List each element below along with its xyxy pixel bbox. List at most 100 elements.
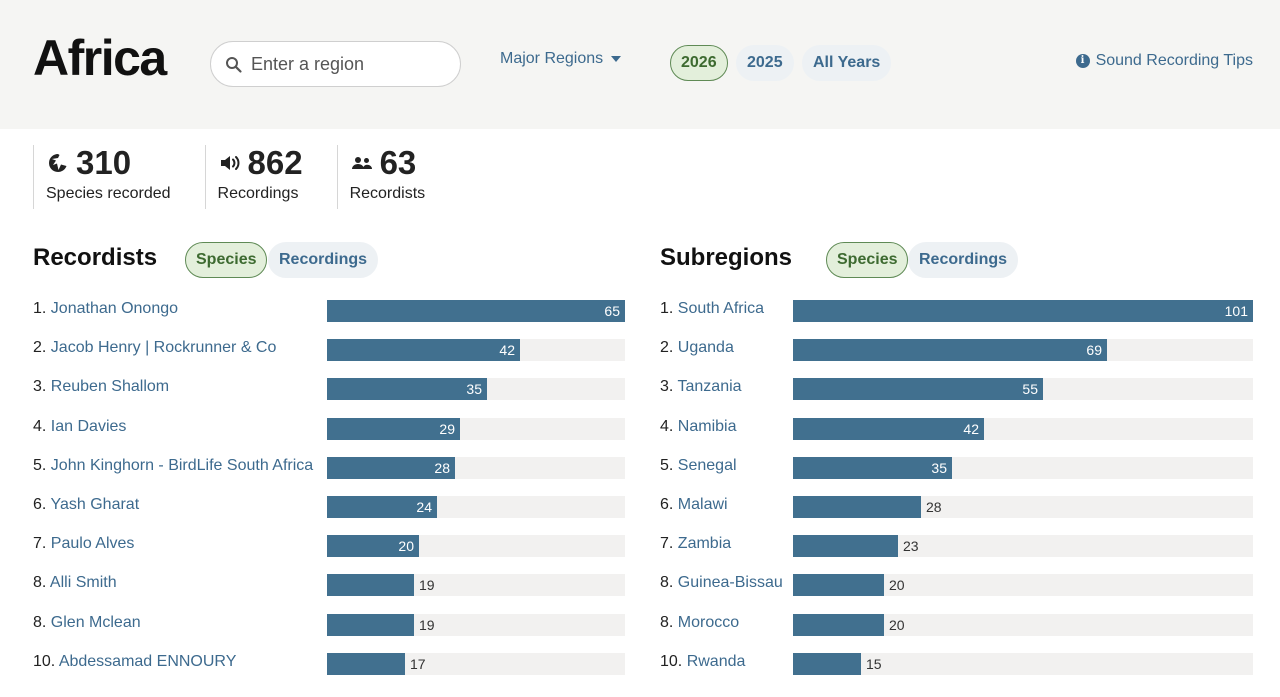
bar-value-label: 19 [419,616,435,633]
bar-value-label: 20 [889,616,905,633]
subregions-name-link[interactable]: Senegal [677,456,737,474]
year-filter-2026[interactable]: 2026 [670,45,728,81]
recordists-name-link[interactable]: Glen Mclean [50,613,141,631]
rank-number: 10. [33,652,59,670]
recordists-name-link[interactable]: Reuben Shallom [50,378,170,396]
subregions-row-label: 10. Rwanda [660,653,745,671]
bar-track: 24 [327,495,625,518]
rank-number: 4. [33,417,51,435]
recordists-name-link[interactable]: Paulo Alves [50,535,135,553]
rank-number: 5. [33,456,51,474]
bar-track: 19 [327,613,625,636]
bar-track: 20 [327,535,625,558]
bar-value-label: 42 [963,420,979,437]
stat-recordists-label: Recordists [349,185,426,202]
sound-recording-tips-link[interactable]: i Sound Recording Tips [1075,52,1253,70]
subregions-name-link[interactable]: Uganda [677,339,734,357]
rank-number: 7. [33,535,51,553]
subregions-name-link[interactable]: Rwanda [686,652,746,670]
people-icon [351,157,372,169]
year-filter-all-years[interactable]: All Years [802,45,892,81]
bar [793,339,1107,362]
major-regions-label: Major Regions [500,50,604,67]
rank-number: 6. [33,495,51,513]
year-filter-2025[interactable]: 2025 [736,45,794,81]
rank-number: 3. [33,378,51,396]
recordists-name-link[interactable]: Alli Smith [49,574,117,592]
region-search[interactable] [210,41,461,87]
bar-value-label: 29 [439,420,455,437]
recordists-name-link[interactable]: Yash Gharat [50,495,140,513]
bar-track: 101 [793,300,1253,322]
recordists-row-label: 4. Ian Davies [33,418,126,436]
rank-number: 2. [33,339,51,357]
bar-track: 19 [327,574,625,597]
bird-icon [49,154,67,172]
subregions-name-link[interactable]: Zambia [677,535,732,553]
subregions-row-label: 8. Guinea-Bissau [660,574,783,592]
subregions-row-label: 6. Malawi [660,496,728,514]
speaker-icon [220,156,239,170]
rank-number: 8. [660,574,678,592]
bar-value-label: 42 [499,342,515,359]
subregions-name-link[interactable]: Namibia [677,417,737,435]
search-input[interactable] [251,42,451,86]
stat-recordings-value: 862 [247,144,303,181]
subregions-name-link[interactable]: Tanzania [677,378,742,396]
bar-value-label: 55 [1022,381,1038,398]
stat-species: 310 Species recorded [33,145,205,209]
subregions-name-link[interactable]: Guinea-Bissau [677,574,783,592]
subregions-row-label: 3. Tanzania [660,378,742,396]
subregions-name-link[interactable]: Morocco [677,613,740,631]
recordists-row-label: 5. John Kinghorn - BirdLife South Africa [33,457,313,475]
subregions-row-label: 5. Senegal [660,457,737,475]
subregions-name-link[interactable]: Malawi [677,495,728,513]
bar-track: 65 [327,300,625,322]
recordists-name-link[interactable]: John Kinghorn - BirdLife South Africa [50,456,314,474]
rank-number: 8. [33,574,50,592]
subregions-toggle-species[interactable]: Species [826,242,909,278]
bar [793,574,884,597]
recordists-name-link[interactable]: Jonathan Onongo [50,300,179,317]
recordists-name-link[interactable]: Abdessamad ENNOURY [58,652,237,670]
bar [793,300,1253,322]
search-icon [226,57,242,73]
chevron-down-icon [611,56,622,62]
bar-value-label: 24 [416,498,432,515]
bar [327,417,460,440]
major-regions-dropdown[interactable]: Major Regions [500,50,622,68]
recordists-row-label: 6. Yash Gharat [33,496,139,514]
stats-summary: 310 Species recorded 862 Recordings 63 R… [33,145,459,209]
bar-track: 28 [793,495,1253,518]
stat-recordings-label: Recordings [217,185,299,202]
subregions-name-link[interactable]: South Africa [677,300,765,317]
rank-number: 8. [33,613,51,631]
subregions-row-label: 7. Zambia [660,535,731,553]
rank-number: 3. [660,378,678,396]
recordists-name-link[interactable]: Ian Davies [50,417,127,435]
bar [793,652,861,675]
subregions-toggle-recordings[interactable]: Recordings [908,242,1019,278]
bar-value-label: 65 [604,303,620,319]
recordists-name-link[interactable]: Jacob Henry | Rockrunner & Co [50,339,277,357]
bar-value-label: 20 [889,577,905,594]
bar-track: 28 [327,456,625,479]
bar-value-label: 19 [419,577,435,594]
recordists-toggle-species[interactable]: Species [185,242,268,278]
bar-value-label: 28 [434,459,450,476]
subregions-title: Subregions [660,244,793,271]
subregions-row-label: 4. Namibia [660,418,736,436]
recordists-toggle-recordings[interactable]: Recordings [268,242,379,278]
rank-number: 4. [660,417,678,435]
bar [327,378,487,401]
recordists-row-label: 8. Alli Smith [33,574,117,592]
bar-value-label: 15 [866,655,882,672]
bar [327,300,625,322]
bar-track: 17 [327,652,625,675]
rank-number: 1. [33,300,51,317]
bar-value-label: 28 [926,498,942,515]
bar [327,456,455,479]
bar [327,574,414,597]
bar [793,613,884,636]
bar-value-label: 20 [398,538,414,555]
